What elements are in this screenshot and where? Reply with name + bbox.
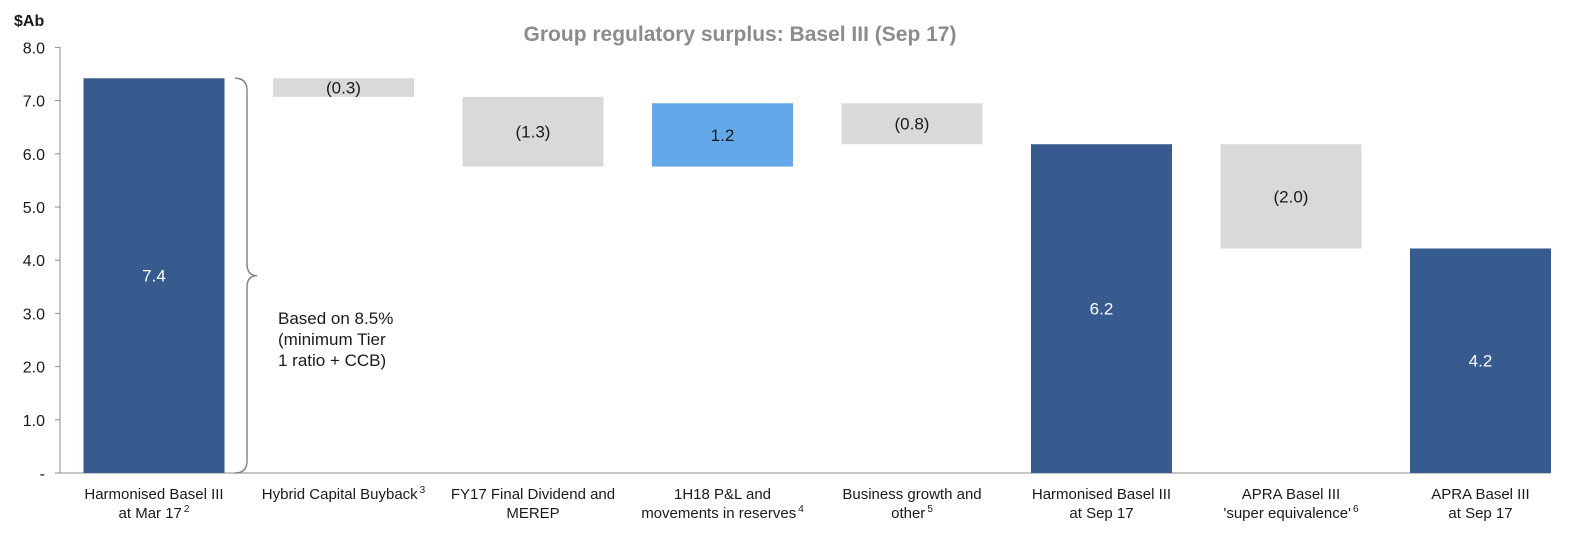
bar-total [83, 78, 225, 474]
bar-decrease [462, 96, 604, 167]
y-tick-label: 4.0 [23, 253, 45, 270]
bar-increase [652, 103, 793, 167]
category-label: 1H18 P&L and movements in reserves 4 [641, 486, 804, 522]
bar-value-label: 1.2 [711, 126, 735, 145]
category-label: FY17 Final Dividend and MEREP [451, 486, 615, 522]
curly-brace-icon [234, 77, 258, 474]
annotation-group: Based on 8.5% (minimum Tier 1 ratio + CCB) [234, 77, 393, 474]
bar-value-label: (0.8) [895, 115, 930, 134]
bar-total [1031, 144, 1172, 473]
bar-value-label: (2.0) [1274, 187, 1309, 206]
bar-value-label: 7.4 [142, 267, 166, 286]
bar-decrease [273, 78, 414, 97]
bar-decrease [841, 103, 983, 145]
bar-decrease [1220, 144, 1362, 249]
category-label: Harmonised Basel III at Mar 17 2 [84, 486, 223, 522]
y-tick-label: 2.0 [23, 360, 45, 377]
category-label: APRA Basel III at Sep 17 [1431, 486, 1529, 522]
y-axis-ticks: - 1.0 2.0 3.0 4.0 5.0 6.0 7.0 8.0 [23, 40, 60, 483]
chart-title: Group regulatory surplus: Basel III (Sep… [524, 23, 957, 46]
category-label: Hybrid Capital Buyback 3 [262, 485, 426, 503]
y-tick-label: 3.0 [23, 306, 45, 323]
bar-value-label: 6.2 [1090, 300, 1114, 319]
bar-value-label: (0.3) [326, 79, 361, 98]
y-tick-label: 6.0 [23, 147, 45, 164]
y-axis-unit-label: $Ab [14, 13, 44, 30]
category-label: APRA Basel III'super equivalence' 6 [1223, 486, 1358, 522]
y-tick-label: 7.0 [23, 94, 45, 111]
category-label: Business growth and other 5 [842, 486, 981, 522]
category-labels: Harmonised Basel III at Mar 17 2 Hybrid Cap… [84, 485, 1529, 522]
bars-group: 7.4 (0.3) (1.3) 1.2 (0.8) 6.2 (2.0) 4.2 [83, 78, 1551, 474]
bar-total [1410, 248, 1551, 473]
bar-value-label: (1.3) [516, 123, 551, 142]
y-tick-label: 1.0 [23, 413, 45, 430]
annotation-text: Based on 8.5% (minimum Tier 1 ratio + CCB) [278, 309, 393, 370]
bar-value-label: 4.2 [1469, 352, 1493, 371]
y-tick-label: 5.0 [23, 200, 45, 217]
y-tick-label: - [40, 466, 45, 483]
y-tick-label: 8.0 [23, 40, 45, 57]
category-label: Harmonised Basel III at Sep 17 [1032, 486, 1171, 522]
